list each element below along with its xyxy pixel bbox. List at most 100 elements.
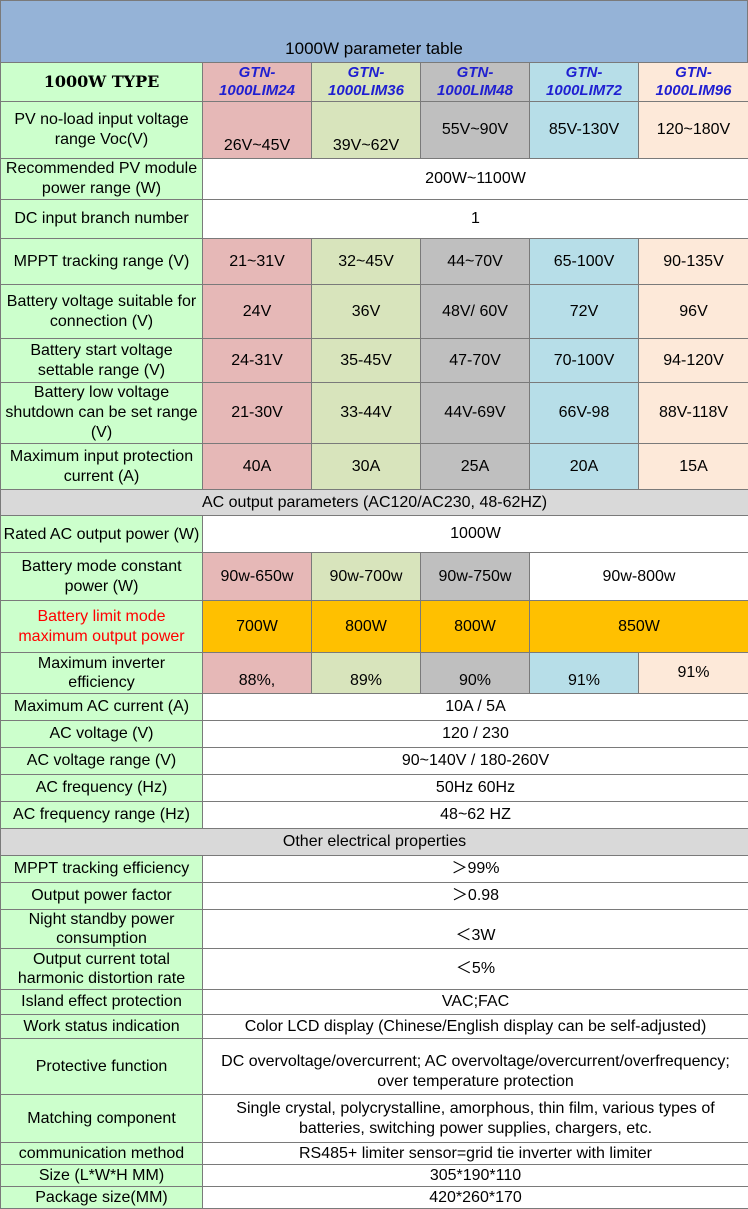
cell-value: 70-100V [530, 339, 639, 383]
row-label: Battery mode constant power (W) [1, 553, 203, 601]
table-title: 1000W parameter table [0, 0, 748, 62]
cell-value: 120~180V [639, 102, 748, 159]
cell-value: 10A / 5A [203, 694, 748, 721]
table-row: Battery low voltage shutdown can be set … [1, 383, 748, 444]
table-row: Battery mode constant power (W) 90w-650w… [1, 553, 748, 601]
cell-value: 24V [203, 285, 312, 339]
model-name: GTN-1000LIM96 [639, 63, 748, 102]
row-label: Matching component [1, 1095, 203, 1143]
row-label: MPPT tracking range (V) [1, 239, 203, 285]
model-name: GTN-1000LIM36 [312, 63, 421, 102]
table-row: AC frequency range (Hz) 48~62 HZ [1, 802, 748, 829]
row-label: Work status indication [1, 1015, 203, 1039]
cell-value: VAC;FAC [203, 990, 748, 1015]
row-label: AC frequency range (Hz) [1, 802, 203, 829]
row-label: Output power factor [1, 883, 203, 910]
table-row: MPPT tracking efficiency ＞99% [1, 856, 748, 883]
cell-value: 15A [639, 444, 748, 490]
table-row: Protective function DC overvoltage/overc… [1, 1039, 748, 1095]
row-label: Protective function [1, 1039, 203, 1095]
model-name: GTN-1000LIM72 [530, 63, 639, 102]
row-label: DC input branch number [1, 200, 203, 239]
cell-value: 89% [312, 653, 421, 694]
row-label: MPPT tracking efficiency [1, 856, 203, 883]
row-label: Maximum inverter efficiency [1, 653, 203, 694]
model-prefix: GTN- [239, 64, 276, 81]
cell-value: 850W [530, 601, 748, 653]
type-label: 1000W TYPE [1, 63, 203, 102]
table-row: DC input branch number 1 [1, 200, 748, 239]
cell-value: 94-120V [639, 339, 748, 383]
table-row: AC voltage (V) 120 / 230 [1, 721, 748, 748]
table-row: Island effect protection VAC;FAC [1, 990, 748, 1015]
model-header-row: 1000W TYPE GTN-1000LIM24 GTN-1000LIM36 G… [1, 63, 748, 102]
row-label: Recommended PV module power range (W) [1, 159, 203, 200]
model-name: GTN-1000LIM24 [203, 63, 312, 102]
table-row: Output current total harmonic distortion… [1, 949, 748, 990]
cell-value: 32~45V [312, 239, 421, 285]
table-row: Matching component Single crystal, polyc… [1, 1095, 748, 1143]
section-header: AC output parameters (AC120/AC230, 48-62… [1, 490, 748, 516]
cell-value: DC overvoltage/overcurrent; AC overvolta… [203, 1039, 748, 1095]
row-label: AC voltage range (V) [1, 748, 203, 775]
row-label: Island effect protection [1, 990, 203, 1015]
model-suffix: 1000LIM96 [656, 82, 732, 99]
table-row: MPPT tracking range (V) 21~31V 32~45V 44… [1, 239, 748, 285]
table-row: Battery limit mode maximum output power … [1, 601, 748, 653]
cell-value: 65-100V [530, 239, 639, 285]
cell-value: 21~31V [203, 239, 312, 285]
cell-value: 44V-69V [421, 383, 530, 444]
cell-value: 90~140V / 180-260V [203, 748, 748, 775]
cell-value: 700W [203, 601, 312, 653]
cell-value: 30A [312, 444, 421, 490]
cell-value: ＞0.98 [203, 883, 748, 910]
cell-value: 88%, [203, 653, 312, 694]
parameter-table: 1000W TYPE GTN-1000LIM24 GTN-1000LIM36 G… [0, 62, 748, 1209]
cell-value: 1000W [203, 516, 748, 553]
cell-value: 91% [639, 653, 748, 694]
cell-value: 26V~45V [203, 102, 312, 159]
table-row: Night standby power consumption ＜3W [1, 910, 748, 949]
model-prefix: GTN- [675, 64, 712, 81]
table-row: Maximum AC current (A) 10A / 5A [1, 694, 748, 721]
cell-value: 88V-118V [639, 383, 748, 444]
cell-value: 33-44V [312, 383, 421, 444]
model-prefix: GTN- [566, 64, 603, 81]
row-label: Maximum AC current (A) [1, 694, 203, 721]
cell-value: 1 [203, 200, 748, 239]
cell-value: 85V-130V [530, 102, 639, 159]
table-row: Maximum input protection current (A) 40A… [1, 444, 748, 490]
row-label: Size (L*W*H MM) [1, 1165, 203, 1187]
table-row: communication method RS485+ limiter sens… [1, 1143, 748, 1165]
row-label: communication method [1, 1143, 203, 1165]
section-row: AC output parameters (AC120/AC230, 48-62… [1, 490, 748, 516]
table-row: Battery voltage suitable for connection … [1, 285, 748, 339]
cell-value: 24-31V [203, 339, 312, 383]
cell-value: ＞99% [203, 856, 748, 883]
cell-value: 55V~90V [421, 102, 530, 159]
table-row: AC voltage range (V) 90~140V / 180-260V [1, 748, 748, 775]
table-row: Battery start voltage settable range (V)… [1, 339, 748, 383]
row-label: Night standby power consumption [1, 910, 203, 949]
cell-value: 48V/ 60V [421, 285, 530, 339]
cell-value: 35-45V [312, 339, 421, 383]
cell-value: 72V [530, 285, 639, 339]
row-label: Battery limit mode maximum output power [1, 601, 203, 653]
cell-value: 44~70V [421, 239, 530, 285]
cell-value: 91% [530, 653, 639, 694]
row-label: Maximum input protection current (A) [1, 444, 203, 490]
cell-value: 47-70V [421, 339, 530, 383]
table-row: Maximum inverter efficiency 88%, 89% 90%… [1, 653, 748, 694]
model-suffix: 1000LIM24 [219, 82, 295, 99]
cell-value: 120 / 230 [203, 721, 748, 748]
cell-value: 90w-750w [421, 553, 530, 601]
model-name: GTN-1000LIM48 [421, 63, 530, 102]
cell-value: 20A [530, 444, 639, 490]
cell-value: 25A [421, 444, 530, 490]
cell-value: 90w-650w [203, 553, 312, 601]
row-label: Rated AC output power (W) [1, 516, 203, 553]
cell-value: 39V~62V [312, 102, 421, 159]
table-row: Recommended PV module power range (W) 20… [1, 159, 748, 200]
row-label: Battery start voltage settable range (V) [1, 339, 203, 383]
